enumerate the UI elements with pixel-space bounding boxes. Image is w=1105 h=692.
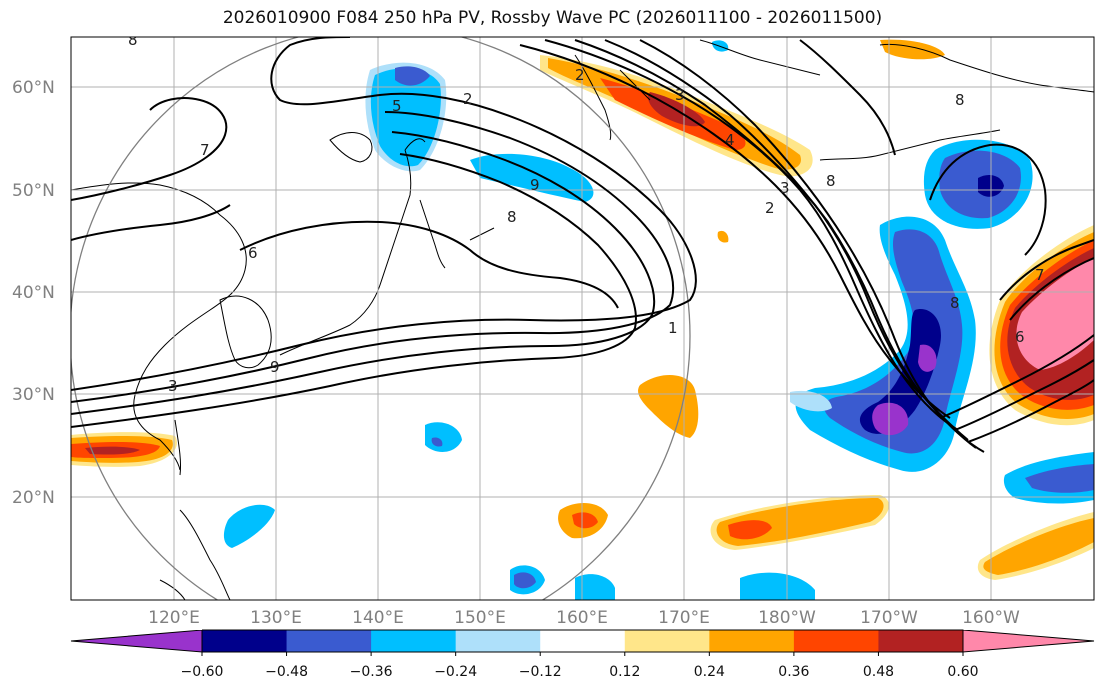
reference-circle <box>71 37 691 600</box>
colorbar-tick-label: 0.24 <box>694 664 725 680</box>
lat-label-20n: 20°N <box>12 488 55 508</box>
longitude-labels: 120°E 130°E 140°E 150°E 160°E 170°E 180°… <box>148 608 1020 628</box>
contour-label: 6 <box>1015 328 1025 346</box>
colorbar-swatch <box>878 630 964 652</box>
lon-label: 170°E <box>658 608 710 628</box>
colorbar-tick-label: −0.12 <box>519 664 562 680</box>
contour-label: 3 <box>675 86 685 104</box>
colorbar-swatch <box>793 630 879 652</box>
colorbar-swatch <box>455 630 541 652</box>
lon-label: 150°E <box>454 608 506 628</box>
contour-label: 2 <box>575 66 585 84</box>
contour-label: 3 <box>168 377 178 395</box>
lon-label: 170°W <box>860 608 918 628</box>
colorbar-swatch <box>371 630 457 652</box>
lon-label: 120°E <box>148 608 200 628</box>
colorbar-tick-label: 0.60 <box>947 664 978 680</box>
contour-label: 3 <box>780 179 790 197</box>
lat-label-40n: 40°N <box>12 283 55 303</box>
lat-label-30n: 30°N <box>12 385 55 405</box>
colorbar-tick-label: −0.48 <box>265 664 308 680</box>
contour-label: 8 <box>507 208 517 226</box>
colorbar-tick-label: 0.12 <box>609 664 640 680</box>
colorbar-tick-label: −0.24 <box>434 664 477 680</box>
colorbar-swatch <box>286 630 372 652</box>
contour-label: 2 <box>765 199 775 217</box>
lat-label-50n: 50°N <box>12 181 55 201</box>
colorbar: −0.60 −0.48 −0.36 −0.24 −0.12 0.12 0.24 0.36 0.4… <box>70 629 1095 680</box>
contour-label: 2 <box>463 90 473 108</box>
lon-label: 130°E <box>250 608 302 628</box>
graticule <box>71 37 1094 600</box>
contour-labels: 8 7 2 5 9 8 6 3 1 9 2 3 4 8 3 2 8 7 6 8 <box>128 31 1045 395</box>
colorbar-outline <box>70 629 1095 653</box>
contour-label: 8 <box>826 172 836 190</box>
contour-label: 7 <box>1035 266 1045 284</box>
colorbar-tick-label: 0.36 <box>778 664 809 680</box>
contour-label: 8 <box>128 31 138 49</box>
contour-label: 9 <box>270 358 280 376</box>
pv-anomaly-shading <box>71 39 1094 600</box>
coastlines <box>71 39 1094 600</box>
colorbar-tick-labels: −0.60 −0.48 −0.36 −0.24 −0.12 0.12 0.24 0.36 0.4… <box>181 652 979 680</box>
contour-label: 1 <box>668 319 678 337</box>
lon-label: 160°W <box>962 608 1020 628</box>
map-title: 2026010900 F084 250 hPa PV, Rossby Wave … <box>222 8 883 28</box>
colorbar-swatch <box>624 630 710 652</box>
colorbar-swatch <box>540 630 626 652</box>
contour-label: 6 <box>248 244 258 262</box>
contour-label: 9 <box>530 176 540 194</box>
lon-label: 140°E <box>352 608 404 628</box>
contour-label: 8 <box>950 294 960 312</box>
colorbar-extend-low <box>71 630 202 652</box>
colorbar-extend-high <box>963 630 1094 652</box>
colorbar-swatches <box>71 630 1094 652</box>
lon-label: 180°W <box>758 608 816 628</box>
colorbar-tick-label: 0.48 <box>863 664 894 680</box>
contour-label: 5 <box>392 97 402 115</box>
contour-label: 8 <box>955 91 965 109</box>
lon-label: 160°E <box>556 608 608 628</box>
colorbar-tick-label: −0.60 <box>181 664 224 680</box>
colorbar-swatch <box>202 630 288 652</box>
lat-label-60n: 60°N <box>12 78 55 98</box>
latitude-labels: 20°N 30°N 40°N 50°N 60°N <box>12 78 55 508</box>
contour-label: 4 <box>725 131 735 149</box>
map-frame <box>70 36 1095 601</box>
colorbar-tick-label: −0.36 <box>350 664 393 680</box>
pv-contours <box>71 37 1094 453</box>
contour-label: 7 <box>200 141 210 159</box>
colorbar-swatch <box>709 630 795 652</box>
